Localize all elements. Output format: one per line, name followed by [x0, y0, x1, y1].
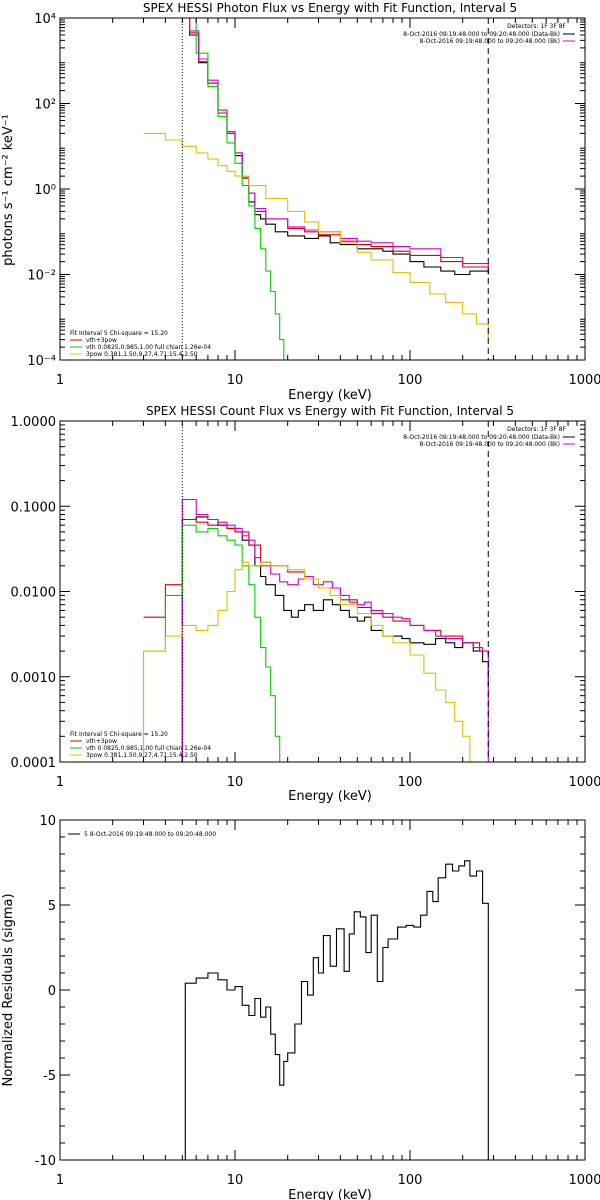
count-flux-y-tick-label: 0.0100: [11, 586, 57, 601]
photon-flux-legend: 8-Oct-2016 09:19:48.000 to 09:20:48.000 …: [403, 31, 575, 45]
count-flux-fit-legend: Fit Interval 5 Chi-square = 15.20 vth+3p…: [70, 731, 211, 759]
residuals-series-0: [184, 860, 489, 1160]
residuals-x-tick-label: 1: [56, 1173, 64, 1188]
count-flux-fit-vth: vth 0.0825,0.985,1.00 full chian 1.26e-0…: [86, 745, 211, 752]
count-flux-y-tick-label: 0.0001: [11, 756, 57, 771]
residuals-legend: 5 8-Oct-2016 09:19:48.000 to 09:20:48.00…: [68, 831, 216, 838]
count-flux-series-2: [181, 498, 489, 762]
count-flux-legend: 8-Oct-2016 09:19:48.000 to 09:20:48.000 …: [403, 434, 575, 448]
count-flux-x-tick-label: 10: [227, 775, 244, 790]
photon-flux-xlabel: Energy (keV): [288, 388, 372, 403]
residuals-y-tick-label: -10: [35, 1154, 56, 1169]
count-flux-x-tick-label: 100: [398, 775, 423, 790]
photon-flux-y-tick-label: 10⁰: [34, 183, 56, 198]
count-flux-title: SPEX HESSI Count Flux vs Energy with Fit…: [146, 404, 514, 418]
photon-flux-y-tick-label: 10⁻²: [27, 269, 56, 284]
count-flux-plot: 1 10 100 1000 1.0000 0.1000 0.0100 0.0010 0.0001: [11, 415, 600, 790]
photon-flux-fit-interval: Fit Interval 5 Chi-square = 15.20: [70, 330, 168, 337]
photon-flux-y-tick-label: 10⁴: [34, 12, 56, 27]
count-flux-fit-vth3pow: vth+3pow: [86, 738, 117, 745]
photon-flux-x-tick-label: 1000: [568, 373, 600, 388]
residuals-x-tick-label: 1000: [568, 1173, 600, 1188]
residuals-xlabel: Energy (keV): [288, 1188, 372, 1200]
residuals-legend-text: 5 8-Oct-2016 09:19:48.000 to 09:20:48.00…: [84, 831, 216, 838]
count-flux-fit-3pow: 3pow 0.381,1.50,9.27,4.71,15.4,2.50: [86, 752, 198, 759]
count-flux-series-3: [142, 524, 281, 762]
photon-flux-legend-bk: 8-Oct-2016 09:19:48.000 to 09:20:48.000 …: [420, 38, 561, 45]
count-flux-detectors: Detectors: 1F 3F 8F: [507, 426, 566, 433]
photon-flux-x-tick-label: 10: [227, 373, 244, 388]
residuals-frame: [59, 819, 586, 1161]
photon-flux-title: SPEX HESSI Photon Flux vs Energy with Fi…: [143, 1, 517, 15]
residuals-plot: 1 10 100 1000 10 5 0 -5 -10: [35, 814, 600, 1188]
residuals-x-tick-label: 100: [398, 1173, 423, 1188]
photon-flux-series-4: [143, 132, 489, 340]
photon-flux-legend-data-bk: 8-Oct-2016 09:19:48.000 to 09:20:48.000 …: [403, 31, 560, 38]
photon-flux-y-tick-label: 10⁻⁴: [27, 354, 56, 369]
count-flux-xlabel: Energy (keV): [288, 789, 372, 804]
count-flux-panel: SPEX HESSI Count Flux vs Energy with Fit…: [11, 404, 600, 804]
photon-flux-frame: [59, 17, 586, 361]
photon-flux-y-tick-label: 10²: [34, 98, 56, 113]
photon-flux-fit-vth3pow: vth+3pow: [86, 337, 117, 344]
photon-flux-detectors: Detectors: 1F 3F 8F: [507, 23, 566, 30]
photon-flux-series-0: [182, 18, 489, 276]
photon-flux-x-tick-label: 100: [398, 373, 423, 388]
residuals-y-tick-label: -5: [43, 1069, 56, 1084]
count-flux-series-1: [143, 518, 489, 655]
count-flux-y-tick-label: 1.0000: [11, 415, 57, 430]
count-flux-series-0: [181, 516, 489, 762]
photon-flux-x-tick-label: 1: [56, 373, 64, 388]
count-flux-fit-interval: Fit Interval 5 Chi-square = 15.20: [70, 731, 168, 738]
residuals-y-tick-label: 10: [39, 814, 56, 829]
count-flux-frame: [59, 420, 586, 763]
residuals-ylabel: Normalized Residuals (sigma): [1, 893, 16, 1086]
residuals-y-tick-label: 5: [48, 899, 56, 914]
count-flux-y-tick-label: 0.0010: [11, 671, 57, 686]
count-flux-x-tick-label: 1000: [568, 775, 600, 790]
residuals-panel: Energy (keV) Normalized Residuals (sigma…: [1, 814, 600, 1200]
photon-flux-panel: SPEX HESSI Photon Flux vs Energy with Fi…: [1, 1, 600, 403]
photon-flux-ylabel: photons s⁻¹ cm⁻² keV⁻¹: [1, 114, 16, 266]
count-flux-y-tick-label: 0.1000: [11, 500, 57, 515]
photon-flux-fit-3pow: 3pow 0.381,1.50,9.27,4.71,15.4,2.50: [86, 351, 198, 358]
photon-flux-plot: 1 10 100 1000 10⁻⁴ 10⁻² 10⁰ 10² 10⁴: [27, 12, 600, 388]
count-flux-legend-bk: 8-Oct-2016 09:19:48.000 to 09:20:48.000 …: [420, 441, 561, 448]
residuals-y-tick-label: 0: [48, 984, 56, 999]
count-flux-series-4: [142, 561, 471, 762]
photon-flux-fit-vth: vth 0.0825,0.985,1.00 full chian 1.26e-0…: [86, 344, 211, 351]
photon-flux-series-3: [143, 18, 285, 360]
photon-flux-series-1: [182, 18, 489, 272]
photon-flux-series-2: [182, 18, 489, 270]
count-flux-x-tick-label: 1: [56, 775, 64, 790]
residuals-x-tick-label: 10: [227, 1173, 244, 1188]
count-flux-legend-data-bk: 8-Oct-2016 09:19:48.000 to 09:20:48.000 …: [403, 434, 560, 441]
photon-flux-fit-legend: Fit Interval 5 Chi-square = 15.20 vth+3p…: [70, 330, 211, 358]
